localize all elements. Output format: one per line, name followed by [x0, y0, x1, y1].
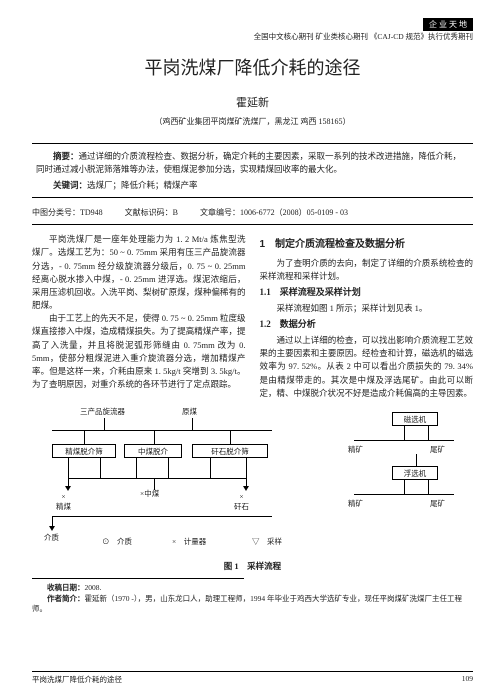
paper-title: 平岗洗煤厂降低介耗的途径 [32, 54, 473, 80]
fig-legend-3: ▽ 采样 [252, 536, 282, 547]
fig-box-gs: 矸石脱介筛 [192, 444, 268, 458]
section-1-heading: 1 制定介质流程检查及数据分析 [260, 237, 474, 253]
fig-legend-2: × 计量器 [172, 536, 206, 547]
fig-mid3: ×矸石 [234, 492, 249, 512]
running-title: 平岗洗煤厂降低介耗的途径 [32, 674, 122, 685]
affiliation: （鸡西矿业集团平岗煤矿洗煤厂，黑龙江 鸡西 158165） [32, 116, 473, 127]
footnotes: 收稿日期：2008. 作者简介：霍延新（1970 -），男，山东龙口人，助理工程… [32, 583, 473, 615]
body-columns: 平岗洗煤厂是一座年处理能力为 1. 2 Mt/a 炼焦型洗煤厂。选煤工艺为：50… [32, 233, 473, 400]
fig-legend-1: ⊙ 介质 [102, 536, 132, 547]
left-p1: 平岗洗煤厂是一座年处理能力为 1. 2 Mt/a 炼焦型洗煤厂。选煤工艺为：50… [32, 233, 246, 312]
recv-date-label: 收稿日期： [47, 583, 85, 592]
section-1-1-heading: 1.1 采样流程及采样计划 [260, 286, 474, 300]
author-bio: 霍延新（1970 -），男，山东龙口人，助理工程师，1994 年毕业于鸡西大学选… [32, 594, 462, 614]
figure-1-caption: 图 1 采样流程 [32, 560, 473, 572]
right-column: 1 制定介质流程检查及数据分析 为了查明介质的去向，制定了详细的介质系统检查的采… [260, 233, 474, 400]
abstract-text: 通过详细的介质流程检查、数据分析，确定介耗的主要因素，采取一系列的技术改进措施，… [36, 151, 461, 174]
page-number: 109 [462, 674, 473, 685]
author-bio-label: 作者简介： [47, 594, 85, 603]
right-p3: 通过以上详细的检查，可以找出影响介质流程工艺效果的主要因素和主要原因。经检查和计… [260, 334, 474, 400]
fig-box-cxj: 磁选机 [392, 412, 438, 426]
fig-rlab2: 尾矿 [430, 444, 445, 455]
right-p2: 采样流程如图 1 所示；采样计划见表 1。 [260, 302, 474, 315]
classification-line: 中图分类号：TD948 文献标识码：B 文章编号：1006-6772（2008）… [32, 204, 473, 225]
fig-label-top1: 三产品旋流器 [80, 406, 125, 417]
page-footer: 平岗洗煤厂降低介耗的途径 109 [32, 671, 473, 685]
fig-label-top2: 原煤 [182, 406, 197, 417]
section-1-2-heading: 1.2 数据分析 [260, 318, 474, 332]
article-id: 文章编号：1006-6772（2008）05-0109 - 03 [200, 208, 348, 217]
keywords: 选煤厂；降低介耗；精煤产率 [87, 180, 198, 190]
header-band: 企 业 天 地 全国中文核心期刊 矿业类核心期刊 《CAJ-CD 规范》执行优秀… [32, 18, 473, 40]
fig-box-fxj: 浮选机 [392, 466, 438, 480]
right-p1: 为了查明介质的去向，制定了详细的介质系统检查的采样流程和采样计划。 [260, 257, 474, 283]
fig-rlab3: 精矿 [348, 498, 363, 509]
abstract-block: 摘要：通过详细的介质流程检查、数据分析，确定介耗的主要因素，采取一系列的技术改进… [32, 143, 473, 198]
doc-code: 文献标识码：B [125, 208, 178, 217]
corner-tab: 企 业 天 地 [423, 18, 473, 31]
left-p2: 由于工艺上的先天不足，使得 0. 75 ~ 0. 25mm 粒度级煤直接掺入中煤… [32, 312, 246, 391]
fig-rlab4: 尾矿 [430, 498, 445, 509]
left-column: 平岗洗煤厂是一座年处理能力为 1. 2 Mt/a 炼焦型洗煤厂。选煤工艺为：50… [32, 233, 246, 400]
fig-box-zm: 中煤脱介 [124, 444, 182, 458]
class-number: 中图分类号：TD948 [32, 208, 103, 217]
footnote-rule [32, 578, 244, 579]
fig-rlab1: 精矿 [348, 444, 363, 455]
recv-date: 2008. [85, 583, 102, 592]
fig-box-jm: 精煤脱介筛 [52, 444, 116, 458]
keywords-label: 关键词： [53, 180, 87, 190]
fig-bottom-jz: 介质 [44, 532, 59, 543]
fig-mid1: ×精煤 [56, 492, 71, 512]
fig-mid2: ×中煤 [140, 488, 159, 499]
header-journal-line: 全国中文核心期刊 矿业类核心期刊 《CAJ-CD 规范》执行优秀期刊 [254, 31, 473, 42]
figure-1: 三产品旋流器 原煤 精煤脱介筛 中煤脱介 矸石脱介筛 ×中煤 ×精煤 ×矸石 介… [32, 406, 473, 558]
author: 霍延新 [32, 94, 473, 110]
abstract-label: 摘要： [53, 151, 79, 161]
